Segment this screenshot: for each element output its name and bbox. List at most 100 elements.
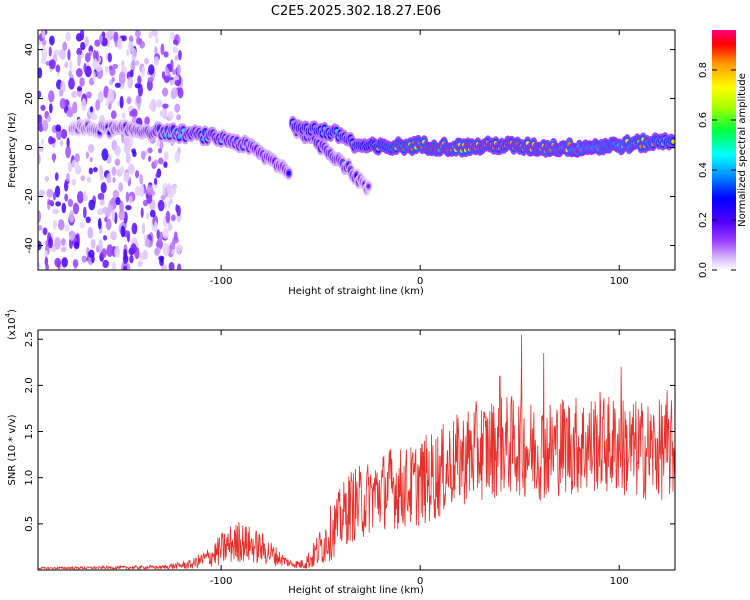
noise-blob xyxy=(62,41,68,51)
spectrogram-y-ticks: -40 -20 0 20 40 xyxy=(24,43,675,254)
noise-blob xyxy=(148,31,153,39)
noise-blob xyxy=(55,201,62,207)
noise-blob xyxy=(76,191,84,204)
noise-blob xyxy=(61,238,66,246)
noise-blob xyxy=(111,76,115,83)
noise-blob xyxy=(60,139,64,147)
noise-blob xyxy=(123,142,131,155)
noise-blob xyxy=(147,76,154,83)
noise-blob xyxy=(38,142,41,148)
snr-multiplier-exp: 4 xyxy=(4,312,12,317)
noise-blob xyxy=(60,128,68,139)
noise-blob xyxy=(93,167,98,173)
noise-blob xyxy=(79,221,85,229)
noise-blob xyxy=(172,69,177,75)
noise-blob xyxy=(81,98,87,111)
noise-blob xyxy=(163,151,169,162)
noise-blob xyxy=(172,184,177,195)
noise-blob xyxy=(41,39,47,46)
noise-blob xyxy=(176,64,181,76)
noise-blob xyxy=(135,170,140,179)
noise-blob xyxy=(166,184,172,194)
noise-blob xyxy=(48,103,53,114)
noise-blob xyxy=(114,145,121,157)
noise-blob xyxy=(161,264,167,270)
noise-blob xyxy=(134,60,140,66)
spectrogram-y-tick-label: 40 xyxy=(24,43,35,56)
spectrogram-x-tick-label: 0 xyxy=(417,276,423,287)
noise-blob xyxy=(59,49,66,60)
noise-blob xyxy=(38,189,45,197)
noise-blob xyxy=(52,191,57,201)
left-track-core xyxy=(286,171,291,176)
noise-blob xyxy=(174,103,181,113)
noise-blob xyxy=(66,109,74,118)
noise-blob xyxy=(67,198,74,208)
noise-blob xyxy=(165,210,171,224)
noise-blob xyxy=(121,112,126,120)
noise-blob xyxy=(156,100,163,108)
noise-blob xyxy=(175,244,182,255)
colorbar-tick-label: 0.4 xyxy=(698,162,709,178)
noise-blob xyxy=(67,49,71,61)
noise-blob xyxy=(48,90,55,103)
noise-blob xyxy=(162,243,170,256)
noise-blob xyxy=(100,182,107,194)
noise-blob xyxy=(127,76,133,89)
noise-blob xyxy=(154,35,159,44)
noise-blob xyxy=(44,176,50,182)
noise-blob xyxy=(159,256,164,263)
noise-blob xyxy=(148,103,154,110)
noise-blob xyxy=(153,56,160,66)
spectrogram-x-tick-label: 100 xyxy=(610,276,629,287)
noise-blob xyxy=(120,225,126,238)
noise-blob xyxy=(49,35,55,46)
noise-blob xyxy=(44,249,48,259)
noise-blob xyxy=(47,115,52,122)
noise-blob xyxy=(38,262,41,270)
spectrogram-y-tick-label: -20 xyxy=(24,188,35,204)
noise-blob xyxy=(66,173,70,182)
noise-blob xyxy=(102,235,108,241)
noise-blob xyxy=(54,237,61,250)
noise-blob xyxy=(136,94,141,105)
noise-blob xyxy=(126,263,131,270)
noise-blob xyxy=(97,217,102,230)
noise-blob xyxy=(139,173,144,185)
noise-blob xyxy=(52,219,57,230)
noise-blob xyxy=(74,241,80,250)
noise-blob xyxy=(156,229,160,240)
noise-blob xyxy=(80,175,86,182)
noise-blob xyxy=(140,207,144,218)
noise-blob xyxy=(141,222,146,235)
noise-blob xyxy=(38,90,42,98)
noise-blob xyxy=(157,157,164,165)
noise-blob xyxy=(154,45,158,56)
noise-blob xyxy=(101,248,107,259)
colorbar-label: Normalized spectral amplitude xyxy=(737,73,748,227)
noise-blob xyxy=(92,70,96,82)
main-track-core xyxy=(671,139,675,144)
noise-blob xyxy=(52,208,59,215)
noise-blob xyxy=(83,206,87,219)
snr-y-tick-label: 2.5 xyxy=(24,331,35,347)
noise-blob xyxy=(140,150,146,160)
spectrogram-x-tick-label: -100 xyxy=(210,276,233,287)
noise-blob xyxy=(153,159,158,167)
noise-blob xyxy=(140,181,144,194)
noise-blob xyxy=(160,43,165,56)
spectrogram-ylabel: Frequency (Hz) xyxy=(7,112,18,188)
noise-blob xyxy=(38,153,41,165)
noise-blob xyxy=(134,30,141,38)
noise-blob xyxy=(80,41,86,51)
noise-blob xyxy=(92,58,98,70)
noise-blob xyxy=(106,172,112,184)
noise-blob xyxy=(137,75,142,85)
noise-blob xyxy=(154,247,160,256)
noise-blob xyxy=(88,199,96,211)
noise-blob xyxy=(107,52,113,63)
noise-blob xyxy=(58,89,64,97)
noise-blob xyxy=(178,49,182,61)
svg-text:(x104): (x104) xyxy=(4,309,18,340)
